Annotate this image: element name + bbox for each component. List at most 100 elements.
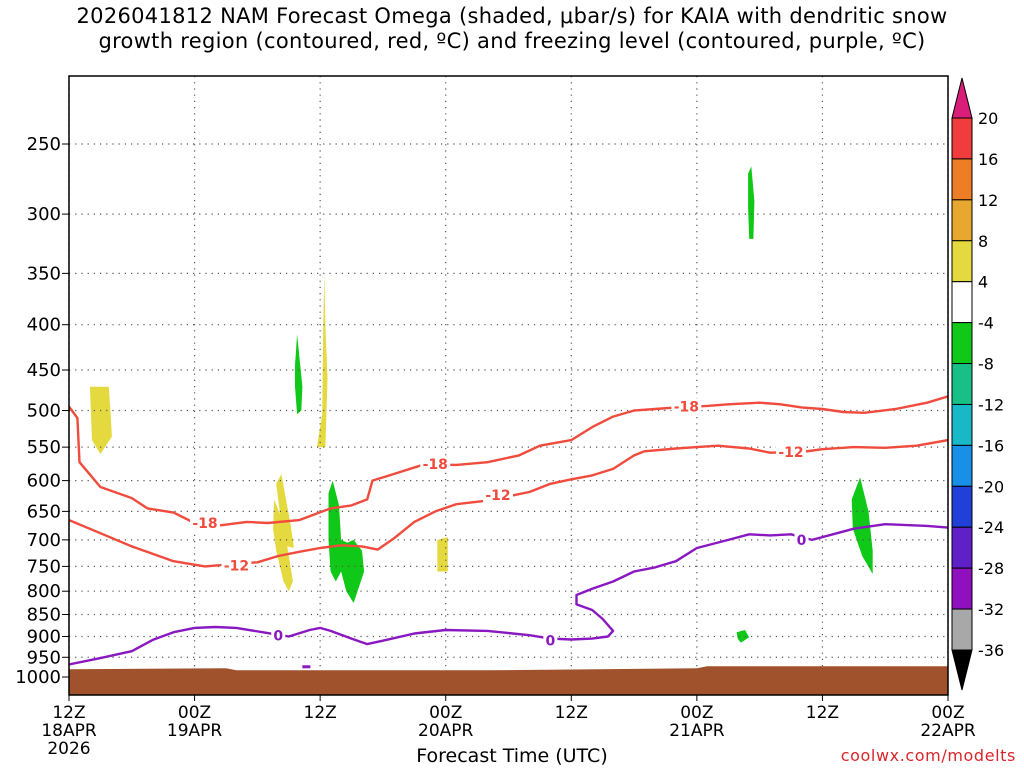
colorbar-label-13: -36 — [978, 641, 1004, 660]
colorbar-swatch-5 — [951, 281, 973, 324]
y-tick-label-700: 700 — [27, 530, 61, 551]
colorbar-swatch-8 — [951, 403, 973, 446]
colorbar-swatch-3 — [951, 199, 973, 242]
contour-label-bg-2-2 — [794, 531, 809, 548]
contour-label-bg-2-0 — [271, 627, 286, 644]
chart-title-line1: 2026041812 NAM Forecast Omega (shaded, μ… — [76, 4, 948, 28]
y-tick-label-650: 650 — [27, 501, 61, 522]
x-tick-label-3-1: 20APR — [418, 721, 474, 741]
colorbar-label-0: 20 — [978, 109, 998, 128]
x-tick-label-0-2: 2026 — [47, 739, 90, 759]
colorbar-label-5: -4 — [978, 314, 994, 333]
contour-2 — [69, 523, 948, 666]
omega-region-7 — [748, 166, 755, 239]
y-tick-label-1000: 1000 — [15, 667, 61, 688]
y-tick-label-450: 450 — [27, 360, 61, 381]
colorbar-top-arrow — [951, 77, 973, 119]
y-axis: 2503003504004505005506006507007508008509… — [15, 134, 69, 688]
x-tick-label-7-1: 22APR — [920, 721, 976, 741]
y-tick-label-250: 250 — [27, 134, 61, 155]
colorbar-label-12: -32 — [978, 600, 1004, 619]
chart-title: 2026041812 NAM Forecast Omega (shaded, μ… — [0, 4, 1024, 54]
contour-label-2-1: 0 — [545, 634, 555, 650]
colorbar-swatch-7 — [951, 363, 973, 405]
y-tick-label-850: 850 — [27, 605, 61, 626]
contour-label-bg-1-2 — [776, 444, 807, 461]
colorbar-swatch-9 — [951, 444, 973, 487]
terrain-fill — [69, 666, 948, 695]
omega-region-2 — [317, 273, 328, 448]
y-tick-label-950: 950 — [27, 647, 61, 668]
omega-region-9 — [736, 630, 750, 643]
credit-text: coolwx.com/modelts — [840, 746, 1016, 765]
contour-label-1-0: -12 — [224, 558, 249, 574]
colorbar-bottom-arrow — [951, 649, 973, 691]
omega-shading-layer — [89, 166, 873, 643]
contour-label-bg-2-1 — [543, 632, 558, 649]
omega-region-6 — [328, 480, 365, 603]
omega-region-8 — [851, 477, 873, 574]
x-tick-label-0-0: 12Z — [52, 703, 85, 723]
x-tick-label-4-0: 12Z — [555, 703, 588, 723]
contour-label-bg-0-1 — [420, 456, 451, 473]
omega-region-1 — [276, 474, 294, 548]
colorbar-label-1: 16 — [978, 150, 998, 169]
colorbar-label-9: -20 — [978, 477, 1004, 496]
plot-frame — [68, 75, 949, 696]
y-tick-label-500: 500 — [27, 401, 61, 422]
omega-region-0 — [89, 386, 112, 455]
y-tick-label-800: 800 — [27, 581, 61, 602]
contour-label-2-0: 0 — [273, 629, 283, 645]
contour-label-bg-0-0 — [190, 515, 221, 532]
y-tick-label-900: 900 — [27, 626, 61, 647]
terrain-layer — [69, 665, 948, 695]
x-axis-label: Forecast Time (UTC) — [416, 745, 608, 767]
x-tick-label-6-0: 12Z — [806, 703, 839, 723]
x-tick-label-1-0: 00Z — [178, 703, 211, 723]
x-tick-label-5-0: 00Z — [680, 703, 713, 723]
colorbar-swatch-11 — [951, 526, 973, 569]
contour-label-2-2: 0 — [797, 533, 807, 549]
y-tick-label-400: 400 — [27, 315, 61, 336]
contour-label-bg-0-2 — [671, 398, 702, 415]
colorbar-swatch-6 — [951, 322, 973, 365]
x-tick-label-3-0: 00Z — [429, 703, 462, 723]
colorbar-swatch-2 — [951, 158, 973, 201]
x-tick-label-1-1: 19APR — [167, 721, 223, 741]
x-tick-label-2-0: 12Z — [304, 703, 337, 723]
colorbar-label-2: 12 — [978, 191, 998, 210]
contour-label-0-0: -18 — [192, 516, 217, 532]
colorbar-swatch-13 — [951, 608, 973, 651]
y-tick-label-550: 550 — [27, 437, 61, 458]
contour-0 — [69, 395, 948, 528]
y-tick-label-300: 300 — [27, 204, 61, 225]
colorbar-label-11: -28 — [978, 559, 1004, 578]
grid-layer — [68, 76, 949, 695]
colorbar-label-3: 8 — [978, 232, 988, 251]
colorbar-label-8: -16 — [978, 436, 1004, 455]
colorbar-swatch-1 — [951, 117, 973, 160]
x-tick-label-0-1: 18APR — [41, 721, 97, 741]
x-tick-label-5-1: 21APR — [669, 721, 725, 741]
y-tick-label-600: 600 — [27, 471, 61, 492]
colorbar-label-6: -8 — [978, 355, 994, 374]
contour-label-bg-1-1 — [483, 487, 514, 504]
colorbar-label-7: -12 — [978, 395, 1004, 414]
colorbar: 20 16 12 8 4 -4 -8 -12 -16 -20 -24 -28 -32 -36 — [951, 77, 1004, 691]
y-tick-label-350: 350 — [27, 263, 61, 284]
y-tick-label-750: 750 — [27, 556, 61, 577]
terrain-freezing-fragment — [302, 665, 311, 669]
colorbar-swatch-10 — [951, 485, 973, 528]
x-tick-label-7-0: 00Z — [931, 703, 964, 723]
contour-label-0-2: -18 — [674, 400, 699, 416]
omega-region-5 — [295, 334, 303, 415]
colorbar-label-10: -24 — [978, 518, 1004, 537]
omega-region-4 — [437, 537, 448, 572]
contour-label-0-1: -18 — [423, 457, 448, 473]
contour-label-1-1: -12 — [485, 488, 510, 504]
chart-title-line2: growth region (contoured, red, ºC) and f… — [98, 29, 926, 53]
contour-label-1-2: -12 — [778, 445, 803, 461]
contour-label-bg-1-0 — [221, 557, 252, 574]
